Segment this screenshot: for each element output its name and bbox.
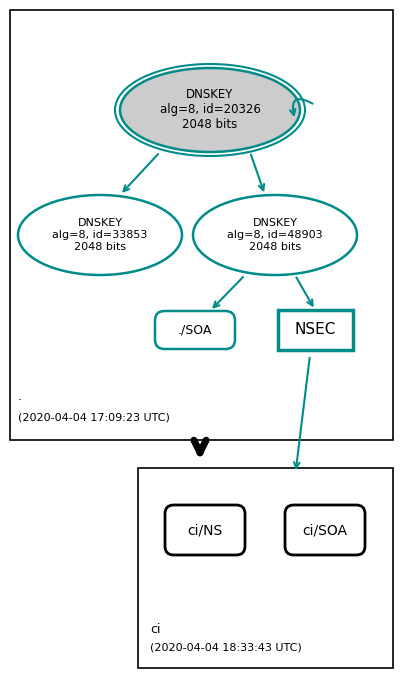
Ellipse shape [193,195,357,275]
Text: .: . [18,390,22,403]
Text: ci/NS: ci/NS [187,523,222,537]
FancyBboxPatch shape [165,505,245,555]
Bar [10,10,393,440]
Text: DNSKEY
alg=8, id=33853
2048 bits: DNSKEY alg=8, id=33853 2048 bits [52,219,147,251]
Text: ./SOA: ./SOA [178,323,212,336]
FancyBboxPatch shape [285,505,365,555]
Text: ci: ci [150,623,160,636]
Text: ci/SOA: ci/SOA [303,523,347,537]
Ellipse shape [120,68,300,152]
Bar [278,310,353,350]
Text: DNSKEY
alg=8, id=20326
2048 bits: DNSKEY alg=8, id=20326 2048 bits [160,89,260,131]
Bar [138,468,393,668]
FancyBboxPatch shape [155,311,235,349]
Text: NSEC: NSEC [294,323,336,338]
Text: DNSKEY
alg=8, id=48903
2048 bits: DNSKEY alg=8, id=48903 2048 bits [227,219,323,251]
Text: (2020-04-04 17:09:23 UTC): (2020-04-04 17:09:23 UTC) [18,412,170,422]
Ellipse shape [18,195,182,275]
Text: (2020-04-04 18:33:43 UTC): (2020-04-04 18:33:43 UTC) [150,642,302,652]
